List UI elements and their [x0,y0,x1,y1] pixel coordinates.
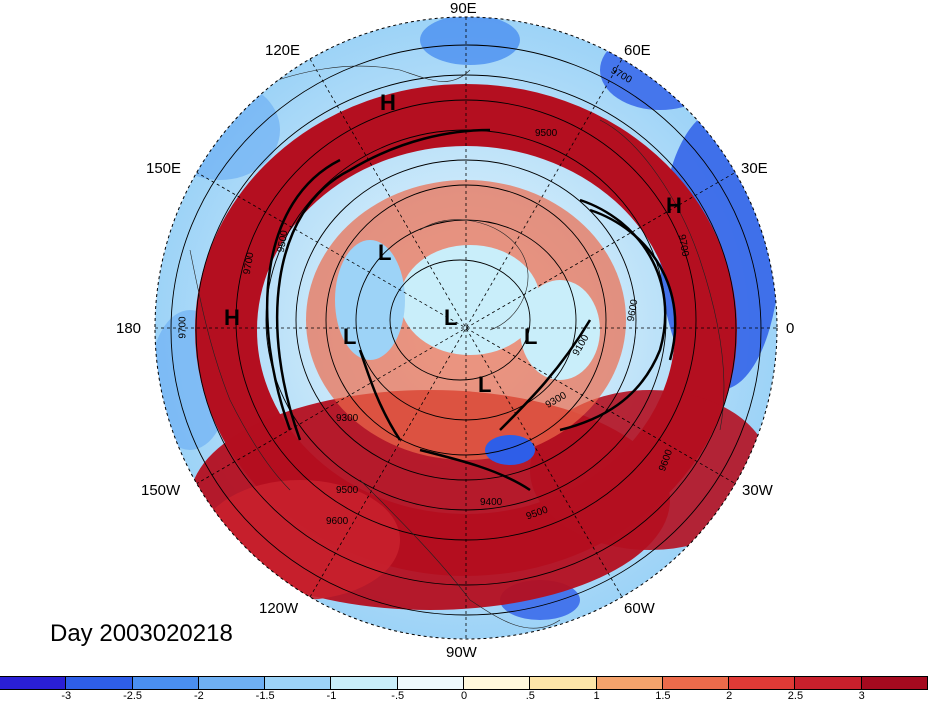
colorbar-tick-label: 2.5 [787,690,804,702]
colorbar-tick-label: -1.5 [255,690,275,702]
colorbar-tick-label: -2 [193,690,204,702]
colorbar-tick-label: -3 [61,690,72,702]
colorbar-tick-label: 1.5 [655,690,671,702]
contour-label: 9600 [326,516,349,527]
colorbar-tick-label: 3 [858,690,865,702]
colorbar-segment [66,677,133,689]
lon-label-180: 180 [116,320,142,337]
colorbar-tick-label: -2.5 [123,690,143,702]
lon-label-30w: 30W [742,482,773,499]
colorbar-tick-label: -.5 [391,690,405,702]
inner-cold-center [400,245,540,355]
low-marker-3: L [444,305,458,330]
contour-label: 9500 [535,128,558,139]
low-marker-2: L [343,324,357,349]
high-marker-west: H [224,305,240,330]
inner-cold-south [485,435,535,465]
colorbar-segment [662,677,730,689]
lon-label-90e: 90E [450,0,477,17]
high-marker-east: H [666,193,682,218]
low-marker-1: L [378,240,392,265]
lon-label-60e: 60E [624,42,651,59]
contour-label: 9400 [480,497,503,508]
low-marker-4: L [524,324,538,349]
lon-label-0: 0 [786,320,795,337]
colorbar-segment [530,677,597,689]
inner-cold-east [520,280,600,380]
colorbar-segment [331,677,398,689]
graticule [155,17,777,639]
colorbar-tick-label: 0 [460,690,468,702]
inner-cold-west [335,240,405,360]
map-boundary [154,16,778,640]
colorbar-segment [198,677,266,689]
lon-label-60w: 60W [624,600,655,617]
lon-label-30e: 30E [741,160,768,177]
colorbar-segment [463,677,531,689]
colorbar-tick-label: 1 [593,690,600,702]
jet-contours [265,128,677,492]
colorbar-tick-label: -1 [326,690,337,702]
date-label: Day 2003020218 [50,620,233,647]
lon-label-150w: 150W [141,482,181,499]
colorbar-segment [0,677,67,689]
colorbar-segment [596,677,663,689]
cold-anomaly-north [420,17,520,65]
contour-label: 9700 [177,316,189,339]
colorbar-tick-label: 2 [726,690,733,702]
colorbar-segment [397,677,464,689]
colorbar-segment [729,677,796,689]
colorbar-segment [132,677,199,689]
lon-label-90w: 90W [446,644,477,661]
coastlines [189,65,725,629]
high-marker-north: H [380,90,396,115]
low-marker-5: L [478,372,492,397]
lon-label-120e: 120E [265,42,301,59]
lon-label-150e: 150E [146,160,182,177]
colorbar-tick-label: .5 [525,690,535,702]
colorbar-segment [795,677,862,689]
contour-label: 9300 [336,413,359,424]
warm-anomaly-southwest [200,480,400,600]
lon-label-120w: 120W [259,600,299,617]
contour-label: 9500 [336,485,359,496]
colorbar [0,676,928,690]
colorbar-segment [265,677,332,689]
colorbar-segment [861,677,928,689]
